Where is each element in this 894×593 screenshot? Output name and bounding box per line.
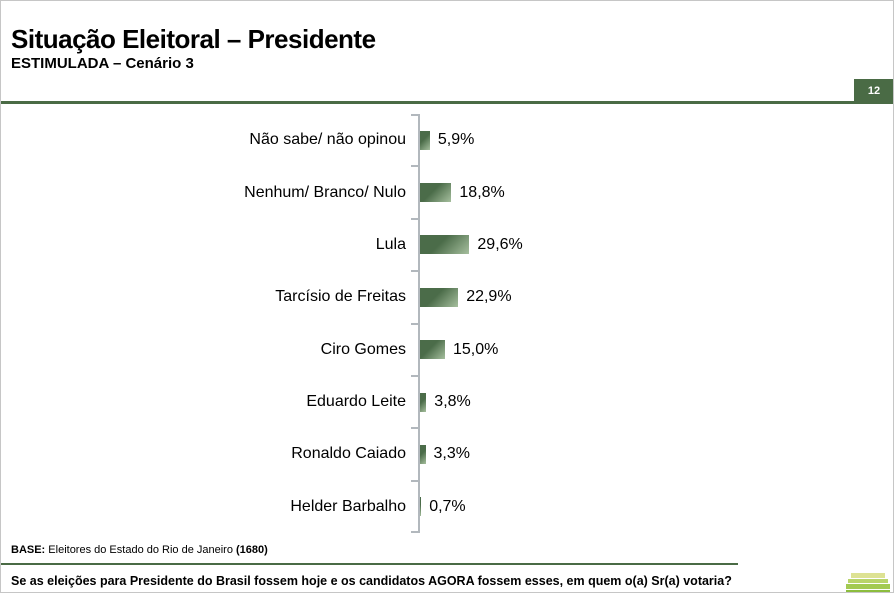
bar [420, 183, 452, 203]
bar [420, 287, 459, 307]
category-label: Tarcísio de Freitas [275, 288, 406, 306]
value-label: 5,9% [437, 131, 475, 149]
footer-divider [1, 563, 738, 565]
header-divider [1, 101, 893, 104]
company-logo-icon [845, 572, 891, 592]
category-label: Ciro Gomes [320, 340, 406, 358]
axis-tick-icon [411, 165, 418, 168]
value-label: 3,3% [433, 445, 470, 463]
chart-row: Lula 29,6% [1, 219, 893, 271]
axis-tick-icon [411, 114, 418, 116]
axis-tick-icon [411, 479, 418, 482]
bar [420, 235, 470, 255]
chart-row: Não sabe/ não opinou 5,9% [1, 114, 893, 166]
logo-bar-icon [846, 584, 890, 590]
bar [420, 340, 445, 360]
chart-rows: Não sabe/ não opinou 5,9% Nenhum/ Branco/ … [1, 114, 893, 533]
axis-tick-icon [411, 374, 418, 377]
page-title: Situação Eleitoral – Presidente [11, 24, 376, 54]
bar [420, 497, 422, 517]
chart-row: Eduardo Leite 3,8% [1, 376, 893, 428]
base-label: BASE: [11, 544, 46, 556]
axis-tick-icon [411, 531, 418, 533]
chart-row: Ciro Gomes 15,0% [1, 324, 893, 376]
chart-row: Ronaldo Caiado 3,3% [1, 428, 893, 480]
bar-chart: Não sabe/ não opinou 5,9% Nenhum/ Branco/ … [1, 114, 893, 533]
logo-bar-icon [848, 578, 888, 584]
axis-tick-icon [411, 322, 418, 325]
category-label: Lula [375, 235, 406, 253]
value-label: 29,6% [477, 235, 523, 253]
base-count: (1680) [236, 544, 268, 556]
chart-axis [418, 114, 420, 533]
axis-tick-icon [411, 217, 418, 220]
value-label: 15,0% [453, 340, 499, 358]
category-label: Helder Barbalho [290, 497, 406, 515]
category-label: Eduardo Leite [306, 393, 406, 411]
axis-tick-icon [411, 427, 418, 430]
value-label: 22,9% [466, 288, 512, 306]
bar [420, 392, 427, 412]
chart-axis-ticks [1, 114, 893, 533]
value-label: 3,8% [434, 393, 471, 411]
axis-tick-icon [411, 270, 418, 273]
category-label: Não sabe/ não opinou [249, 131, 406, 149]
chart-row: Nenhum/ Branco/ Nulo 18,8% [1, 166, 893, 218]
chart-row: Tarcísio de Freitas 22,9% [1, 271, 893, 323]
value-label: 18,8% [459, 183, 505, 201]
survey-question: Se as eleições para Presidente do Brasil… [11, 574, 732, 588]
logo-bar-icon [846, 590, 890, 592]
page-number-badge: 12 [854, 79, 893, 102]
bar [420, 444, 426, 464]
base-text: Eleitores do Estado do Rio de Janeiro [45, 544, 237, 556]
value-label: 0,7% [429, 497, 466, 515]
category-label: Nenhum/ Branco/ Nulo [244, 183, 406, 201]
logo-bar-icon [851, 573, 885, 578]
bar [420, 130, 430, 150]
category-label: Ronaldo Caiado [291, 445, 406, 463]
chart-row: Helder Barbalho 0,7% [1, 481, 893, 533]
page-subtitle: ESTIMULADA – Cenário 3 [11, 55, 194, 72]
base-note: BASE: Eleitores do Estado do Rio de Jane… [11, 544, 268, 556]
